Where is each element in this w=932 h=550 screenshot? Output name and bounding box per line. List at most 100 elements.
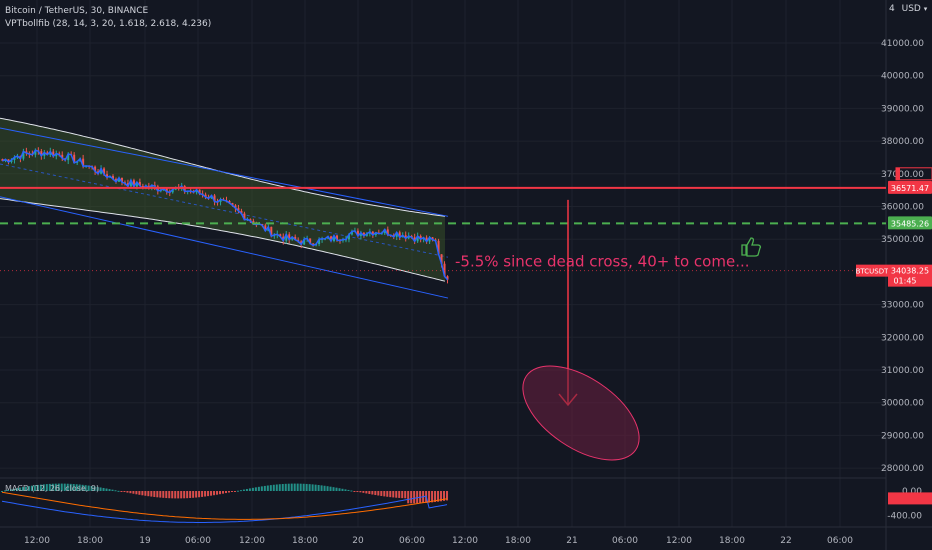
macd-histogram-bar [278, 484, 281, 491]
indicator-title[interactable]: VPTbollfib (28, 14, 3, 20, 1.618, 2.618,… [5, 19, 212, 29]
candle-body [359, 232, 362, 236]
macd-histogram-bar [51, 483, 54, 491]
macd-histogram-bar [87, 485, 90, 491]
macd-histogram-bar [305, 483, 308, 491]
candle-body [279, 234, 282, 237]
macd-histogram-bar [93, 486, 96, 491]
candle-body [395, 232, 398, 237]
macd-histogram-bar [54, 483, 57, 491]
price-label: 38000.00 [881, 137, 924, 147]
macd-histogram-bar [75, 484, 78, 491]
time-axis[interactable]: 12:00 18:00 19 06:00 12:00 18:00 20 06:00 12:00 1… [24, 536, 853, 546]
macd-histogram-bar [281, 484, 284, 491]
candle-body [147, 185, 150, 188]
macd-histogram-bar [233, 491, 236, 492]
candle-body [61, 154, 64, 159]
candle-body [40, 151, 43, 156]
currency-badge[interactable]: 4 USD ▾ [889, 4, 927, 14]
macd-histogram-bar [15, 488, 18, 491]
target-ellipse [522, 365, 640, 461]
macd-histogram-bar [287, 483, 290, 491]
time-label: 18:00 [77, 536, 103, 546]
macd-histogram-bar [225, 491, 227, 494]
macd-histogram-bar [198, 491, 201, 498]
svg-text:BTCUSDT: BTCUSDT [856, 268, 890, 276]
macd-histogram-bar [207, 491, 210, 497]
macd-histogram-bar [260, 486, 263, 491]
currency-count: 4 [889, 4, 895, 14]
candle-body [165, 188, 168, 192]
macd-histogram-bar [413, 491, 416, 504]
macd-label: 0.00 [902, 487, 922, 497]
candle-body [413, 237, 416, 242]
macd-histogram-bar [332, 487, 335, 491]
candle-body [404, 235, 407, 239]
macd-line [1, 495, 448, 523]
macd-pane [1, 483, 449, 523]
time-label: 06:00 [185, 536, 211, 546]
macd-histogram-bar [111, 489, 114, 491]
candle-body [129, 180, 132, 187]
symbol-title[interactable]: Bitcoin / TetherUS, 30, BINANCE [5, 6, 149, 16]
candle-body [383, 229, 386, 234]
macd-histogram-bar [323, 485, 326, 491]
macd-histogram-bar [302, 483, 305, 491]
macd-histogram-bar [431, 491, 434, 503]
candle-body [374, 232, 377, 236]
macd-histogram-bar [99, 487, 102, 491]
macd-histogram-bar [356, 491, 359, 492]
macd-histogram-bar [326, 486, 329, 491]
macd-histogram-bar [219, 491, 222, 495]
macd-histogram-bar [135, 491, 138, 495]
svg-text:36571.47: 36571.47 [891, 184, 929, 193]
candle-body [428, 237, 431, 242]
macd-histogram-bar [114, 490, 117, 492]
macd-histogram-bar [359, 491, 362, 493]
macd-histogram-bar [6, 489, 9, 491]
candle-body [386, 229, 389, 236]
drawings[interactable]: -5.5% since dead cross, 40+ to come... [0, 186, 886, 479]
macd-histogram-bar [138, 491, 141, 495]
macd-histogram-bar [296, 483, 299, 491]
price-label: 31000.00 [881, 366, 924, 376]
macd-histogram-bar [335, 487, 338, 491]
macd-histogram-bar [162, 491, 165, 498]
candle-body [171, 189, 174, 193]
price-label: 33000.00 [881, 301, 924, 311]
price-axis[interactable]: 41000.00 40000.00 39000.00 38000.00 37000.00… [881, 39, 924, 522]
candle-body [285, 234, 288, 241]
candle-body [282, 236, 285, 241]
macd-histogram-bar [72, 484, 75, 491]
svg-text:35485.26: 35485.26 [891, 219, 929, 228]
macd-histogram-bar [132, 491, 135, 494]
macd-histogram-bar [3, 490, 6, 492]
candle-body [228, 201, 231, 204]
candle-body [291, 236, 294, 240]
macd-histogram-bar [242, 489, 245, 491]
macd-histogram-bar [42, 484, 45, 491]
macd-title[interactable]: MACD (12, 26, close, 9) [5, 484, 100, 493]
macd-histogram-bar [165, 491, 168, 499]
candle-body [52, 151, 55, 157]
candle-body [300, 241, 303, 245]
candle-body [219, 199, 222, 202]
candle-body [416, 235, 419, 242]
candle-body [443, 263, 446, 277]
candle-body [330, 236, 333, 242]
macd-histogram-bar [434, 491, 437, 503]
macd-histogram-bar [416, 491, 419, 504]
macd-histogram-bar [171, 491, 174, 499]
macd-histogram-bar [272, 484, 275, 491]
macd-histogram-bar [180, 491, 183, 499]
annotation-text: -5.5% since dead cross, 40+ to come... [455, 253, 750, 271]
macd-histogram-bar [36, 484, 39, 491]
macd-label: -400.00 [887, 512, 922, 522]
candle-body [440, 254, 443, 264]
macd-histogram-bar [368, 491, 371, 494]
macd-histogram-bar [159, 491, 162, 498]
macd-histogram-bar [437, 491, 440, 502]
price-label: 41000.00 [881, 39, 924, 49]
macd-histogram-bar [311, 484, 314, 491]
macd-histogram-bar [210, 491, 213, 496]
